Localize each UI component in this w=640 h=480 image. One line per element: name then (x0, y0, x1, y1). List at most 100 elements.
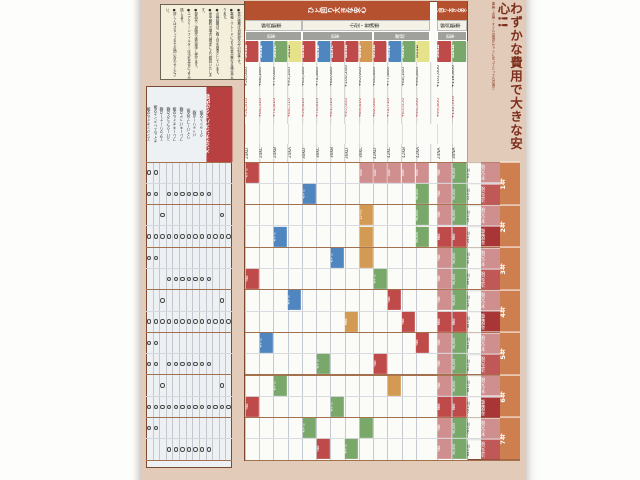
course-cell: 60SC (401, 41, 416, 62)
grid-v (330, 162, 331, 460)
check-circle (147, 425, 152, 431)
grid-v (273, 162, 274, 460)
course-sub-code: 36KC (358, 144, 375, 162)
check-circle (173, 191, 178, 197)
term-group-2-char: 続 (400, 33, 406, 39)
class-group-1: 小型・普通車 (301, 20, 430, 31)
schedule-cell: 車検 (345, 311, 359, 332)
course-cell: 36SC (273, 41, 288, 62)
panel-gridline-h (146, 289, 232, 291)
note-line: ●詳しくはスタッフまでお問い合わせください。 (165, 8, 177, 77)
inspection-label: 安心点検 (481, 162, 500, 183)
check-circle (180, 319, 185, 324)
schedule-cell: 点検 (437, 418, 452, 438)
schedule-cell: ¥6,600 (452, 162, 467, 183)
price-secondary: ¥74,810 (273, 91, 289, 124)
price-secondary: ¥95,040 (344, 91, 360, 124)
blank-cell (287, 124, 303, 144)
check-circle (153, 340, 159, 346)
check-circle (153, 319, 159, 324)
price-secondary: ¥83,050 (401, 91, 417, 124)
check-circle (147, 340, 152, 346)
schedule-cell: オイル (373, 269, 387, 289)
check-circle (213, 319, 218, 324)
schedule-cell: オイル (259, 332, 273, 353)
course-sub-code: 36KD (344, 144, 360, 162)
grid-v (358, 162, 360, 460)
schedule-cell: 点検 (402, 311, 416, 332)
schedule-cell: オイル (302, 183, 316, 204)
item-label: エアクリーナー点検 (159, 106, 164, 142)
note-line: ●点検時期はご購入月を基準としています。 (215, 8, 220, 77)
check-circle (186, 447, 192, 452)
check-circle (206, 234, 212, 239)
month-label: 42ヶ月 (467, 289, 481, 311)
item-label: ブレーキパッド点検 (179, 106, 184, 142)
check-circle (173, 404, 178, 409)
inspection-label: 車検整備 (481, 311, 500, 332)
grid-v (301, 162, 303, 460)
year-band-cell: 1年 (500, 162, 520, 205)
check-circle (147, 319, 152, 324)
panel-header-strip: メンテナンスパックの内容 (205, 87, 232, 162)
year-band-cell: 4年 (500, 289, 520, 333)
price-primary: ¥95,040 (358, 62, 375, 91)
course-cell: 60SA (373, 41, 387, 62)
course-sub-code: 30KB (330, 144, 346, 162)
item-label: クーラント交換 (198, 110, 203, 138)
grid-v (344, 162, 346, 460)
schedule-cell: オイル (274, 226, 287, 247)
grid-v (316, 162, 317, 460)
check-circle (206, 404, 212, 409)
class-group-1-char: 車 (374, 22, 381, 29)
check-circle (219, 213, 225, 218)
check-circle (186, 319, 192, 324)
grid-h (245, 289, 520, 291)
group-band-1: ひと回り大きな安心 (245, 1, 430, 20)
check-circle (219, 234, 225, 239)
grid-h (245, 225, 520, 226)
price-secondary: ¥62,040 (373, 91, 389, 124)
month-label: 72ヶ月 (467, 396, 481, 418)
month-label: 78ヶ月 (467, 417, 481, 439)
course-cell: 36SB (259, 41, 274, 62)
check-circle (200, 234, 205, 239)
schedule-cell: 点検 (437, 375, 452, 396)
course-cell: 36SD (288, 41, 302, 62)
blank-cell (437, 124, 453, 144)
panel-gridline-h (146, 331, 232, 333)
grid-v (467, 41, 468, 460)
check-circle (153, 170, 159, 175)
year-band-cell: 6年 (500, 374, 520, 418)
price-secondary: ¥54,810 (245, 91, 261, 124)
panel-gridline-h (146, 459, 232, 461)
price-primary: ¥99,880 (415, 62, 431, 91)
check-circle (193, 191, 198, 197)
class-group-0-char: 車 (277, 22, 284, 29)
term-group-1-char: 車 (336, 33, 342, 39)
inspection-label: 車検整備 (481, 396, 500, 418)
panel-gridline-v (165, 162, 167, 460)
schedule-cell: 点検 (437, 290, 452, 311)
course-sub-code: 24KA (287, 144, 303, 162)
schedule-cell (359, 418, 373, 438)
term-group-2: 継続 (373, 31, 430, 41)
schedule-cell: 点検 (316, 439, 330, 460)
price-primary: ¥66,880 (373, 62, 389, 91)
inspection-label: 安心点検 (481, 204, 500, 226)
check-circle (160, 404, 165, 409)
panel-gridline-v (185, 162, 187, 460)
schedule-cell: 車検 (437, 396, 452, 417)
price-secondary: ¥93,500 (415, 91, 431, 124)
schedule-cell: 点検 (245, 269, 259, 289)
month-label: 18ヶ月 (467, 204, 481, 226)
inspection-label: 安心点検 (481, 375, 500, 396)
inspection-label: 安心点検 (481, 417, 500, 439)
grid-h (245, 246, 520, 248)
schedule-cell: オイル (245, 162, 259, 183)
course-cell: 48SA (345, 41, 359, 62)
check-circle (219, 298, 225, 303)
schedule-cell: 車検 (437, 311, 452, 332)
course-cell: 36KA (437, 41, 452, 62)
